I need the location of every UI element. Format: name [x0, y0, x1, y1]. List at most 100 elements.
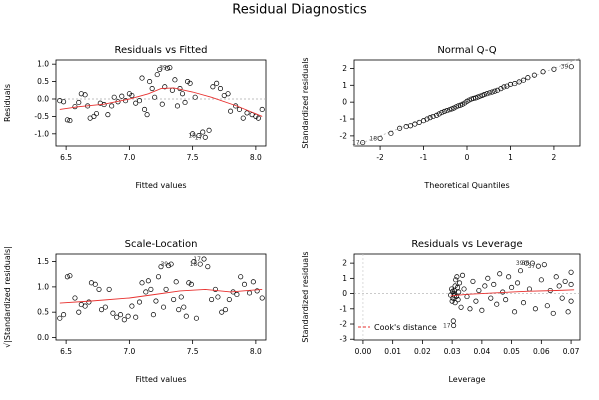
data-point	[479, 92, 485, 98]
data-point	[191, 259, 197, 265]
scale-location-title: Scale-Location	[125, 239, 198, 250]
data-point	[473, 95, 479, 101]
data-point	[64, 117, 70, 123]
data-point	[92, 281, 98, 287]
residuals-leverage-y-tick-label: -3	[340, 335, 348, 344]
data-point	[162, 84, 168, 90]
data-point	[57, 98, 63, 104]
data-point	[142, 106, 148, 112]
normal-qq-y-tick-label: -2	[340, 131, 348, 140]
data-point	[157, 66, 163, 72]
data-point	[186, 280, 192, 286]
residuals-leverage-y-tick-label: 0	[342, 289, 347, 298]
data-point	[139, 280, 145, 286]
data-point	[205, 264, 211, 270]
data-point	[427, 115, 433, 121]
scale-location-y-axis-label: √|Standardized residuals|	[3, 246, 12, 348]
point-label: 17	[352, 140, 360, 147]
scale-location-y-tick-label: 1.0	[37, 282, 49, 291]
data-point	[193, 315, 199, 321]
residuals-leverage-x-tick-label: 0.07	[563, 347, 580, 356]
point-label: 18	[188, 133, 196, 140]
scale-location-x-tick-label: 8.0	[250, 347, 262, 356]
data-point	[430, 113, 436, 120]
data-point	[568, 281, 574, 287]
data-point	[492, 88, 498, 94]
point-label: 17	[443, 323, 451, 330]
residuals-leverage-x-tick-label: 0.01	[384, 347, 401, 356]
data-point	[171, 296, 177, 303]
point-label: 17	[195, 134, 203, 141]
data-point	[126, 91, 132, 97]
residuals-leverage-y-tick-label: 2	[342, 259, 347, 268]
data-point	[255, 115, 261, 121]
normal-qq-y-tick-label: 1	[342, 81, 347, 90]
data-point	[125, 313, 131, 319]
data-point	[453, 277, 459, 283]
data-point	[439, 110, 445, 116]
data-point	[119, 93, 125, 99]
data-point	[562, 278, 568, 284]
data-point	[470, 278, 476, 284]
data-point	[259, 295, 265, 301]
data-point	[86, 299, 92, 305]
data-point	[212, 286, 218, 292]
data-point	[200, 129, 206, 135]
data-point	[449, 106, 455, 112]
data-point	[456, 289, 462, 295]
figure-title: Residual Diagnostics	[232, 3, 367, 18]
data-point	[147, 79, 153, 85]
data-point	[64, 274, 70, 280]
data-point	[424, 116, 430, 122]
residuals-fitted-title: Residuals vs Fitted	[114, 45, 207, 56]
data-point	[540, 69, 546, 75]
residuals-fitted-y-tick-label: 1.0	[37, 60, 49, 69]
residuals-fitted-plot-frame	[55, 59, 267, 147]
data-point	[523, 260, 530, 266]
data-point	[412, 121, 418, 127]
data-point	[206, 127, 212, 133]
data-point	[82, 92, 88, 98]
residuals-fitted-y-tick-label: 0.0	[37, 94, 49, 103]
data-point	[210, 84, 216, 90]
data-point	[484, 91, 490, 97]
data-point	[192, 94, 198, 100]
data-point	[178, 294, 184, 300]
data-point	[82, 303, 88, 309]
point-label: 39	[160, 261, 168, 268]
point-label: 39	[561, 64, 569, 71]
data-point	[181, 304, 187, 310]
residuals-fitted-x-tick-label: 6.5	[60, 153, 72, 162]
scale-location-panel: Scale-Location Fitted values √|Standardize…	[3, 239, 267, 384]
data-point	[61, 312, 67, 318]
scale-location-y-tick-label: 0.5	[37, 308, 49, 317]
data-point	[241, 281, 248, 287]
data-point	[473, 298, 479, 304]
data-point	[153, 298, 159, 304]
normal-qq-x-tick-label: 2	[552, 153, 557, 162]
data-point	[234, 291, 240, 298]
data-point	[451, 322, 457, 329]
data-point	[78, 91, 84, 97]
data-point	[516, 79, 522, 85]
data-point	[76, 309, 82, 315]
data-point	[226, 296, 232, 303]
data-point	[114, 314, 120, 320]
data-point	[57, 315, 63, 321]
data-point	[476, 287, 482, 294]
data-point	[106, 286, 112, 292]
data-point	[550, 310, 556, 316]
data-point	[214, 80, 220, 86]
data-point	[360, 140, 366, 146]
data-point	[544, 303, 550, 309]
data-point	[225, 91, 231, 97]
data-point	[464, 294, 470, 300]
data-point	[532, 306, 538, 312]
data-point	[506, 274, 512, 280]
data-point	[526, 286, 532, 292]
data-point	[477, 93, 483, 99]
data-point	[109, 103, 115, 109]
data-point	[247, 290, 253, 296]
data-point	[407, 123, 414, 129]
